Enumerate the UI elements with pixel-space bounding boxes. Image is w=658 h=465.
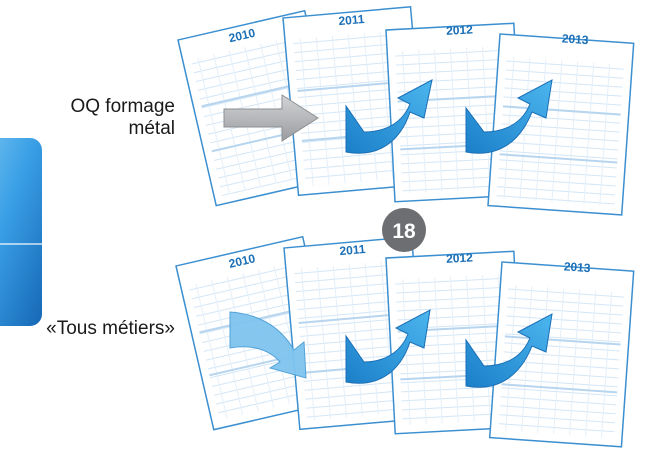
year-label: 2010 bbox=[227, 26, 256, 46]
calendar-group-top: 2010 2011 2012 2013 bbox=[177, 6, 635, 216]
side-panel bbox=[0, 138, 42, 326]
label-tous-metiers: «Tous métiers» bbox=[46, 318, 175, 339]
curved-arrow-icon bbox=[345, 309, 431, 384]
curved-arrow-icon bbox=[465, 313, 553, 388]
year-label: 2012 bbox=[446, 22, 474, 37]
year-label: 2011 bbox=[339, 242, 366, 258]
year-label: 2010 bbox=[227, 251, 256, 271]
number-badge: 18 bbox=[382, 208, 426, 252]
calendar-2013-bottom: 2013 bbox=[488, 259, 635, 448]
curved-arrow-icon bbox=[345, 79, 433, 154]
label-oq-formage: OQ formage métal bbox=[70, 96, 175, 140]
year-label: 2013 bbox=[563, 259, 591, 275]
curved-down-arrow-icon bbox=[229, 311, 307, 379]
grey-arrow-icon bbox=[223, 94, 319, 142]
calendar-2013-top: 2013 bbox=[487, 31, 635, 216]
year-label: 2012 bbox=[446, 250, 474, 265]
svg-text:18: 18 bbox=[392, 220, 416, 243]
label-line: OQ formage bbox=[70, 96, 175, 117]
year-label: 2013 bbox=[561, 31, 589, 47]
year-label: 2011 bbox=[338, 12, 365, 28]
calendar-2012-top: 2012 bbox=[385, 22, 524, 203]
label-line: métal bbox=[128, 118, 175, 139]
curved-arrow-icon bbox=[465, 79, 553, 154]
calendar-group-bottom: 2010 2011 2012 2013 bbox=[175, 235, 635, 448]
